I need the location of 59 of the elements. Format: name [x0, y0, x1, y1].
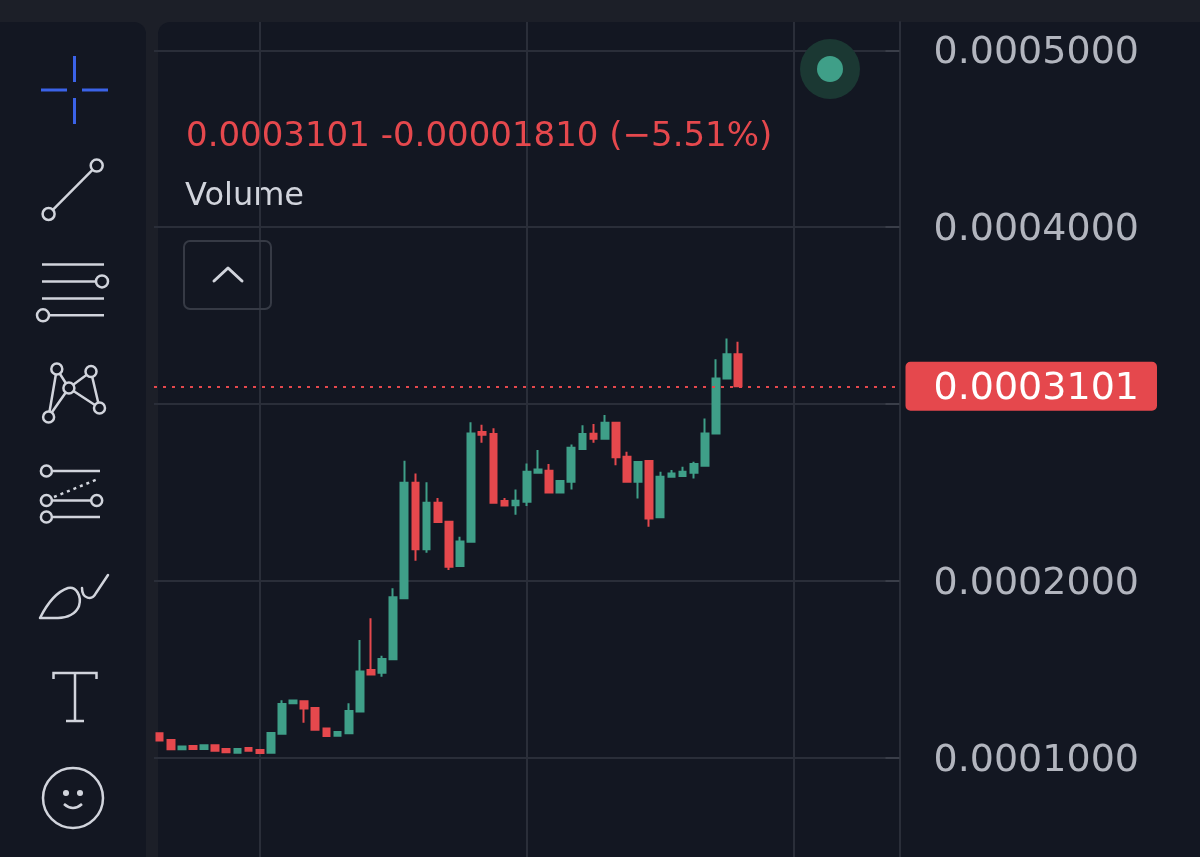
candlestick [299, 700, 309, 724]
candlestick [655, 470, 665, 519]
candlestick [455, 535, 465, 567]
candlestick [511, 488, 520, 516]
candlestick [155, 732, 164, 742]
annotation: Volume [185, 175, 305, 213]
candlestick [500, 497, 509, 507]
candlestick [244, 747, 253, 752]
candlestick [533, 449, 543, 474]
candlestick [522, 462, 532, 508]
candlestick [266, 731, 276, 754]
candlestick [578, 424, 587, 451]
candlestick [644, 460, 654, 528]
candlestick [333, 730, 342, 737]
candlestick [399, 459, 409, 600]
candlestick [288, 699, 298, 705]
y-tick-label: 0.0005000 [933, 28, 1139, 73]
candlestick [711, 358, 721, 435]
candlestick [611, 421, 621, 467]
candlestick [600, 414, 610, 440]
candlestick [199, 744, 209, 750]
candlestick [589, 423, 598, 444]
candlestick [277, 699, 287, 735]
y-tick-label: 0.0004000 [933, 205, 1139, 250]
candlestick [622, 450, 632, 483]
candlestick [633, 460, 643, 500]
candlestick [177, 744, 187, 751]
candlestick [722, 337, 732, 380]
candlestick [377, 654, 387, 678]
candlestick [344, 702, 354, 735]
candlestick [422, 481, 431, 554]
candlestick [689, 460, 699, 480]
candlestick [411, 472, 420, 562]
candlestick [322, 727, 331, 737]
text: 0.0003101 -0.00001810 (−5.51%) [186, 114, 773, 154]
candlestick [700, 417, 710, 467]
candlestick [489, 427, 498, 504]
candlestick [310, 707, 320, 731]
candlestick [166, 738, 176, 752]
candlestick [366, 617, 376, 676]
candlestick [355, 638, 365, 713]
candlestick [678, 465, 687, 478]
ref-line-label: 0.0003101 [933, 364, 1139, 409]
candlestick [388, 587, 398, 661]
candlestick [444, 520, 454, 572]
candlestick [667, 469, 676, 478]
candlestick [477, 423, 487, 444]
candlestick [255, 748, 265, 754]
candlestick [433, 497, 443, 524]
candlestick [544, 463, 554, 494]
candlestick [555, 480, 565, 494]
y-tick-label: 0.0002000 [933, 559, 1139, 604]
candlestick [210, 744, 220, 753]
candlestick [466, 421, 476, 543]
candlestick [566, 443, 576, 491]
candlestick [188, 744, 198, 750]
y-tick-label: 0.0001000 [933, 735, 1139, 780]
candlestick [233, 747, 242, 754]
candlestick [221, 747, 231, 755]
